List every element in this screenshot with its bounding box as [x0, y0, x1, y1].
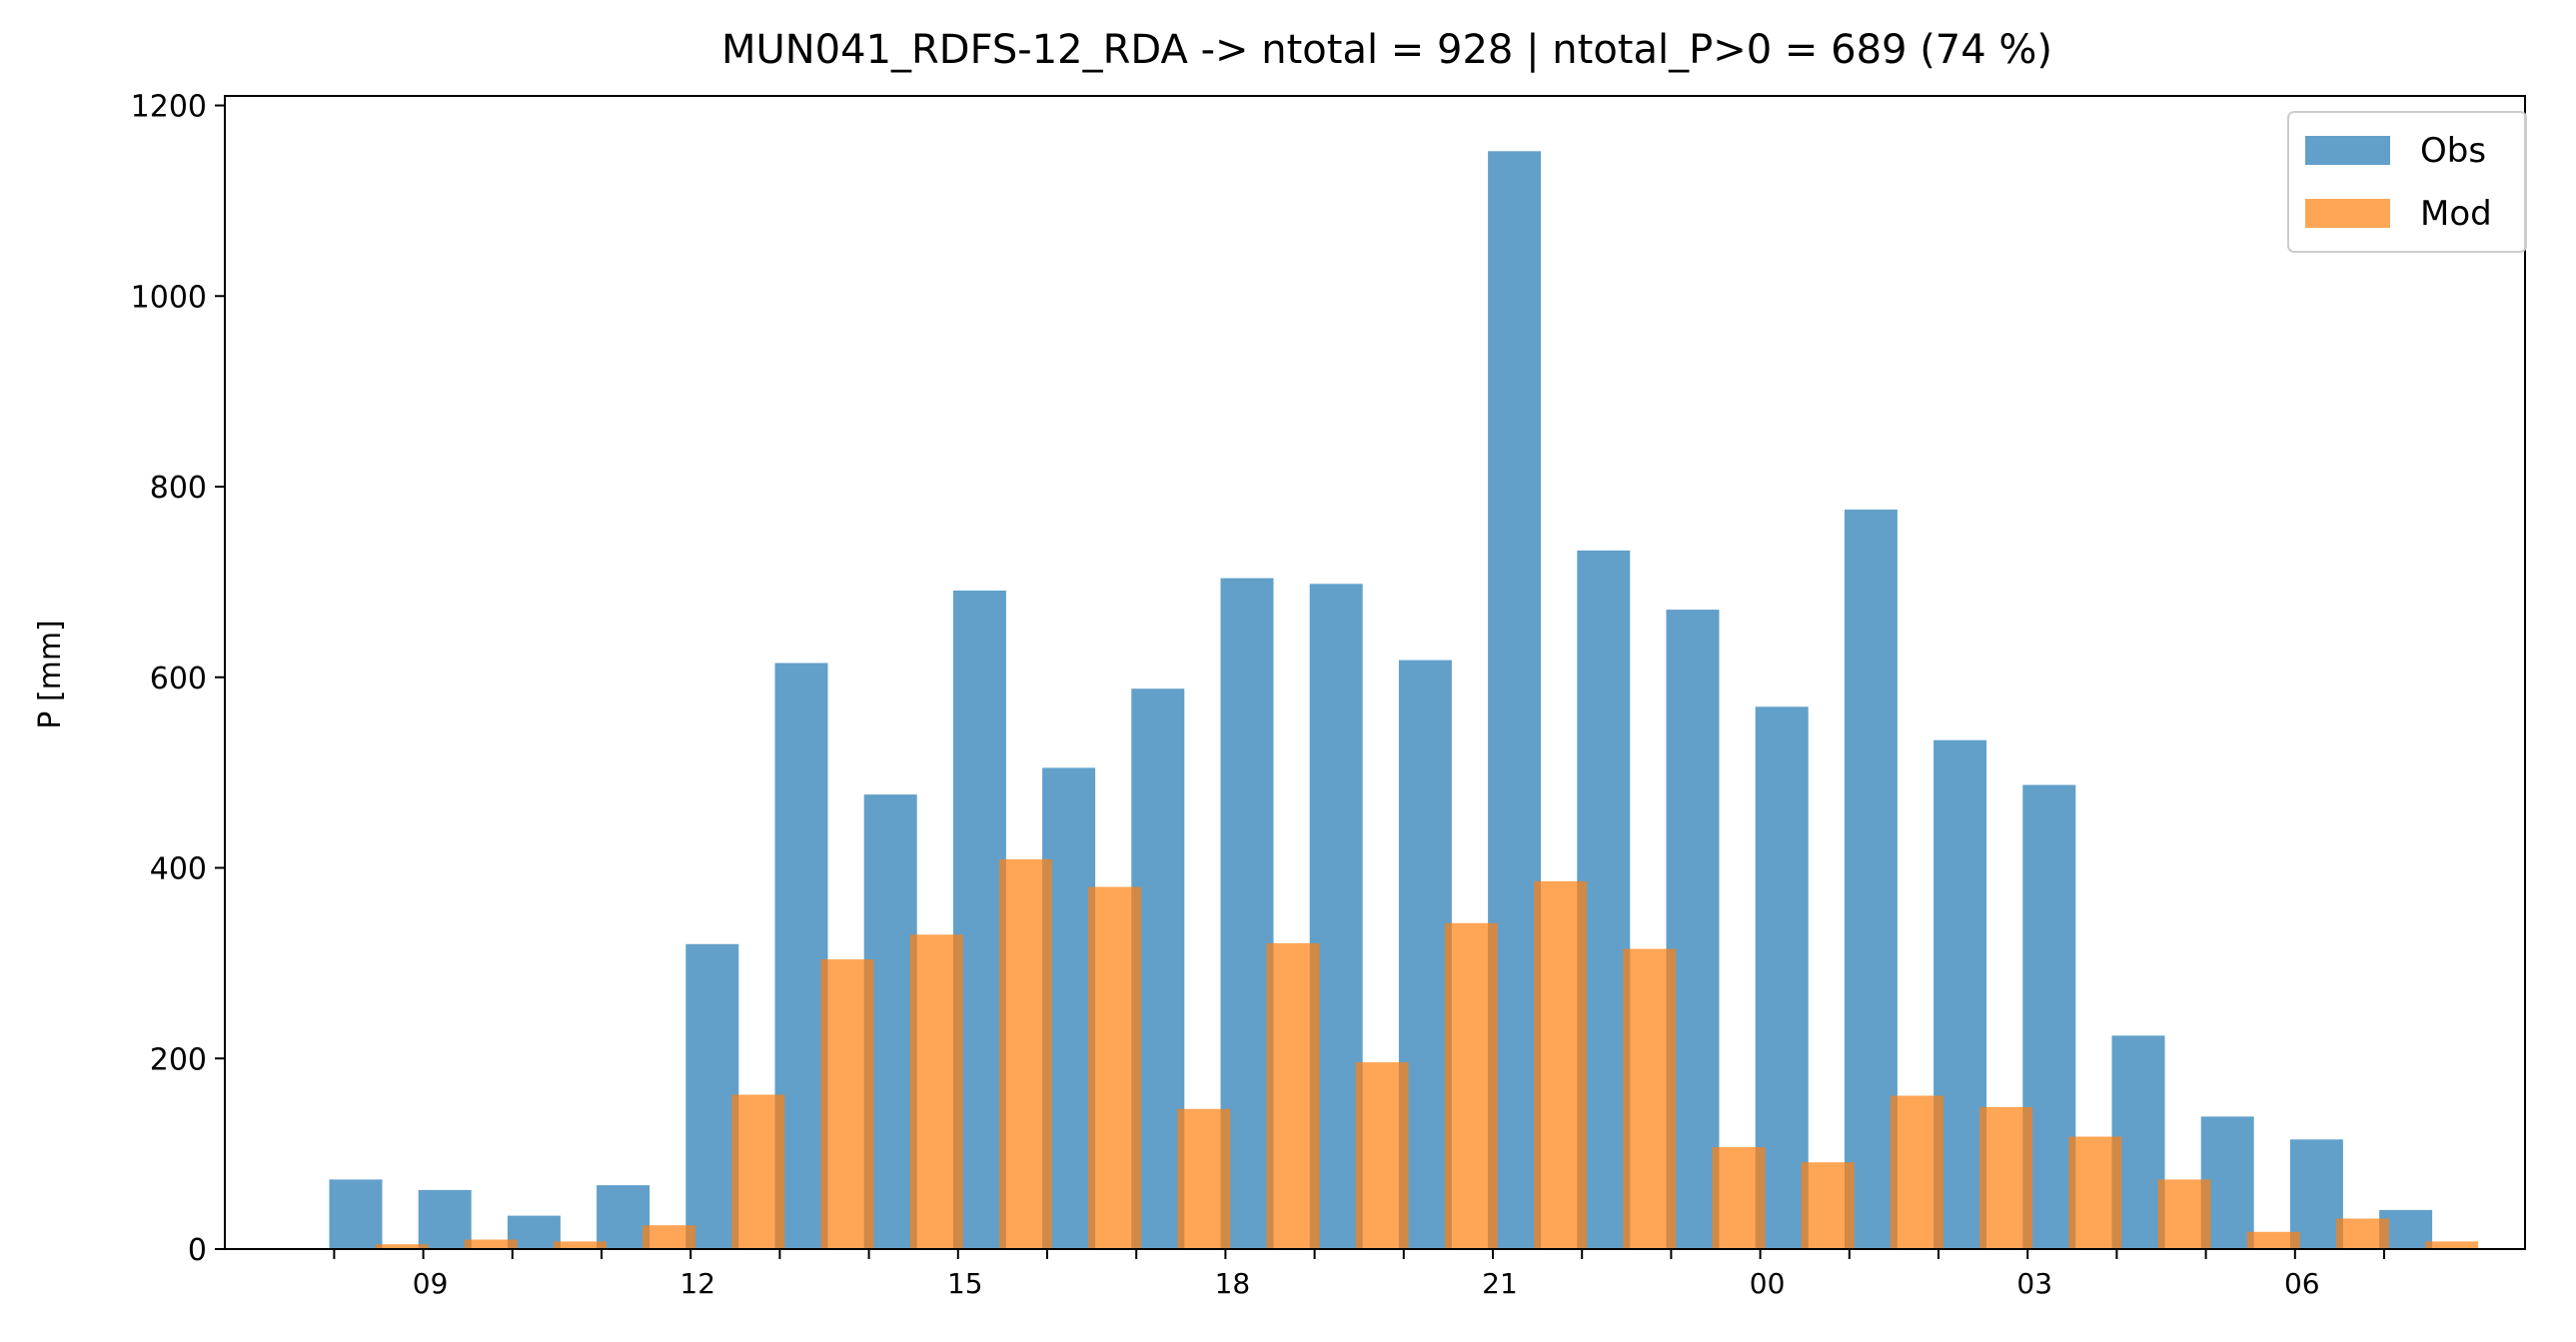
bar-mod-15: [998, 858, 1052, 1249]
x-tick-label-15: 15: [947, 1267, 983, 1300]
bar-mod-06: [2335, 1218, 2389, 1249]
legend-label-mod: Mod: [2420, 194, 2492, 234]
y-tick-label-400: 400: [150, 852, 207, 887]
bar-mod-14: [909, 934, 963, 1249]
bar-mod-12: [731, 1094, 785, 1249]
y-tick-label-600: 600: [150, 662, 207, 696]
bar-mod-17: [1177, 1108, 1231, 1249]
mod-bars: [375, 858, 2479, 1249]
legend-swatch-mod: [2305, 199, 2390, 228]
y-tick-label-0: 0: [188, 1233, 207, 1268]
bar-mod-16: [1088, 886, 1142, 1249]
bar-mod-23: [1712, 1147, 1766, 1249]
bar-mod-00: [1801, 1162, 1855, 1249]
bar-obs-06: [2289, 1139, 2343, 1249]
y-tick-label-1200: 1200: [131, 90, 207, 125]
y-tick-label-1000: 1000: [131, 280, 207, 315]
bar-mod-22: [1623, 948, 1677, 1249]
bar-mod-18: [1266, 942, 1320, 1249]
x-tick-label-21: 21: [1482, 1267, 1518, 1300]
bar-mod-05: [2246, 1231, 2300, 1249]
y-tick-label-800: 800: [150, 471, 207, 506]
bar-mod-19: [1355, 1062, 1409, 1249]
legend-label-obs: Obs: [2420, 131, 2486, 171]
x-tick-label-12: 12: [679, 1267, 715, 1300]
bar-mod-07: [2425, 1241, 2479, 1249]
x-tick-label-09: 09: [413, 1267, 449, 1300]
bar-obs-01: [1844, 509, 1898, 1249]
y-tick-label-200: 200: [150, 1042, 207, 1077]
bar-obs-12: [685, 943, 739, 1249]
bar-obs-11: [597, 1185, 650, 1249]
plot-frame: [224, 95, 2526, 1250]
bar-mod-20: [1444, 922, 1498, 1249]
bar-mod-08: [375, 1244, 429, 1249]
bar-obs-09: [418, 1189, 472, 1249]
chart-title: MUN041_RDFS-12_RDA -> ntotal = 928 | nto…: [721, 27, 2052, 73]
bar-mod-10: [553, 1241, 607, 1249]
bar-mod-21: [1534, 880, 1588, 1249]
legend: Obs Mod: [2287, 111, 2527, 253]
bar-mod-03: [2068, 1136, 2122, 1249]
bar-mod-13: [820, 959, 874, 1249]
x-axis: 09 12 15 18 21 00 03 06: [333, 1249, 2385, 1300]
bar-obs-08: [329, 1179, 383, 1249]
legend-swatch-obs: [2305, 136, 2390, 165]
x-tick-label-06: 06: [2284, 1267, 2320, 1300]
y-axis-label: P [mm]: [33, 620, 68, 728]
bar-mod-04: [2157, 1179, 2211, 1249]
bar-mod-01: [1890, 1095, 1943, 1249]
x-tick-label-18: 18: [1215, 1267, 1251, 1300]
bar-mod-09: [464, 1239, 518, 1249]
x-tick-label-03: 03: [2016, 1267, 2052, 1300]
bar-mod-02: [1979, 1106, 2033, 1249]
x-tick-label-00: 00: [1750, 1267, 1786, 1300]
y-axis: 0 200 400 600 800 1000 1200: [131, 90, 225, 1268]
bar-mod-11: [643, 1225, 696, 1249]
